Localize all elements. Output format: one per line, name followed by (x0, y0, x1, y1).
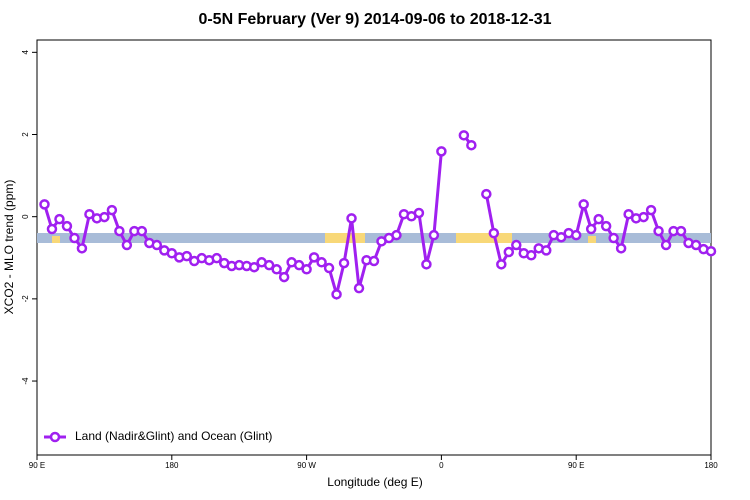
data-point (675, 225, 687, 237)
x-tick-label: 0 (439, 461, 444, 470)
x-tick-label: 180 (704, 461, 718, 470)
data-point (623, 208, 634, 220)
data-point (705, 245, 717, 257)
legend-label: Land (Nadir&Glint) and Ocean (Glint) (75, 429, 272, 443)
data-point (271, 264, 282, 275)
data-point (331, 289, 342, 300)
data-point (76, 243, 88, 254)
data-point (615, 243, 627, 254)
x-tick-label: 90 W (297, 461, 316, 470)
x-tick-label: 90 E (568, 461, 584, 470)
y-tick-label: -2 (21, 295, 30, 303)
data-point (481, 188, 492, 200)
data-point (608, 232, 619, 244)
y-axis-title: XCO2 - MLO trend (ppm) (2, 180, 16, 315)
data-point (293, 259, 305, 271)
legend-marker (49, 431, 61, 443)
data-point (660, 239, 672, 251)
data-point (428, 229, 440, 241)
data-point (99, 211, 110, 223)
data-point (436, 146, 447, 157)
data-point (181, 250, 193, 262)
x-tick-label: 180 (165, 461, 179, 470)
chart-title: 0-5N February (Ver 9) 2014-09-06 to 2018… (198, 11, 551, 28)
data-point (46, 223, 58, 235)
data-point (323, 262, 335, 274)
data-point (338, 257, 350, 269)
data-point (638, 211, 649, 223)
data-point (316, 257, 327, 268)
data-point (458, 130, 470, 141)
data-point (263, 259, 275, 271)
data-point (645, 204, 657, 216)
ocean-band (37, 233, 711, 243)
data-point (488, 227, 500, 239)
data-point (346, 213, 357, 224)
data-point (166, 248, 178, 259)
x-tick-label: 90 E (29, 461, 45, 470)
data-point (570, 229, 582, 241)
data-point (496, 259, 507, 270)
plot-frame (36, 39, 712, 456)
land-band (588, 236, 596, 243)
surface-band (37, 233, 711, 243)
data-point (578, 199, 589, 210)
data-point (278, 271, 290, 283)
data-point (503, 246, 515, 258)
data-point (391, 229, 402, 241)
data-point (555, 231, 567, 243)
data-point (511, 239, 522, 251)
data-point (368, 255, 380, 267)
data-point (39, 199, 50, 210)
data-point (421, 259, 432, 270)
y-tick-label: 4 (21, 50, 30, 55)
data-point (600, 220, 612, 232)
data-point (69, 232, 80, 244)
x-axis-title: Longitude (deg E) (327, 475, 422, 489)
data-point (308, 252, 320, 263)
data-point (61, 220, 73, 232)
land-band (52, 236, 60, 243)
data-point (151, 239, 163, 251)
data-point (413, 207, 425, 219)
data-point (301, 264, 312, 275)
data-point (54, 213, 65, 225)
data-point (114, 225, 125, 237)
data-point (653, 225, 664, 237)
data-point (526, 250, 537, 261)
data-point (121, 239, 133, 251)
data-point (211, 252, 222, 264)
data-point (106, 204, 118, 216)
data-point (540, 245, 552, 256)
data-point (248, 261, 260, 273)
land-band (456, 233, 512, 243)
y-tick-label: 0 (21, 214, 30, 219)
data-point (84, 208, 95, 220)
land-band (325, 233, 365, 243)
data-point (593, 213, 604, 225)
data-line (43, 134, 712, 301)
data-point (353, 282, 365, 294)
data-point (136, 225, 148, 237)
y-tick-label: -4 (21, 377, 30, 385)
data-point (585, 223, 597, 235)
y-tick-label: 2 (21, 132, 30, 137)
data-point (690, 239, 702, 251)
data-point (466, 139, 477, 151)
